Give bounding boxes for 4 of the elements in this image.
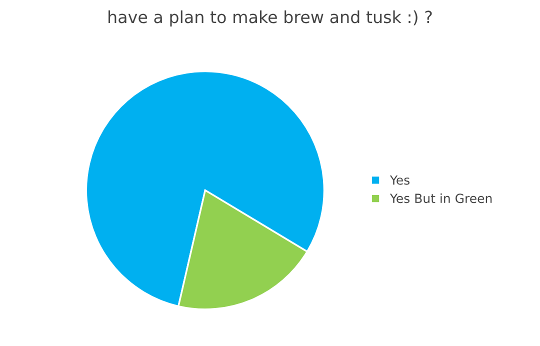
legend-label: Yes: [390, 175, 410, 185]
chart-title: have a plan to make brew and tusk :) ?: [108, 10, 432, 27]
pie-slice: [85, 70, 326, 308]
legend-label: Yes But in Green: [390, 193, 492, 204]
